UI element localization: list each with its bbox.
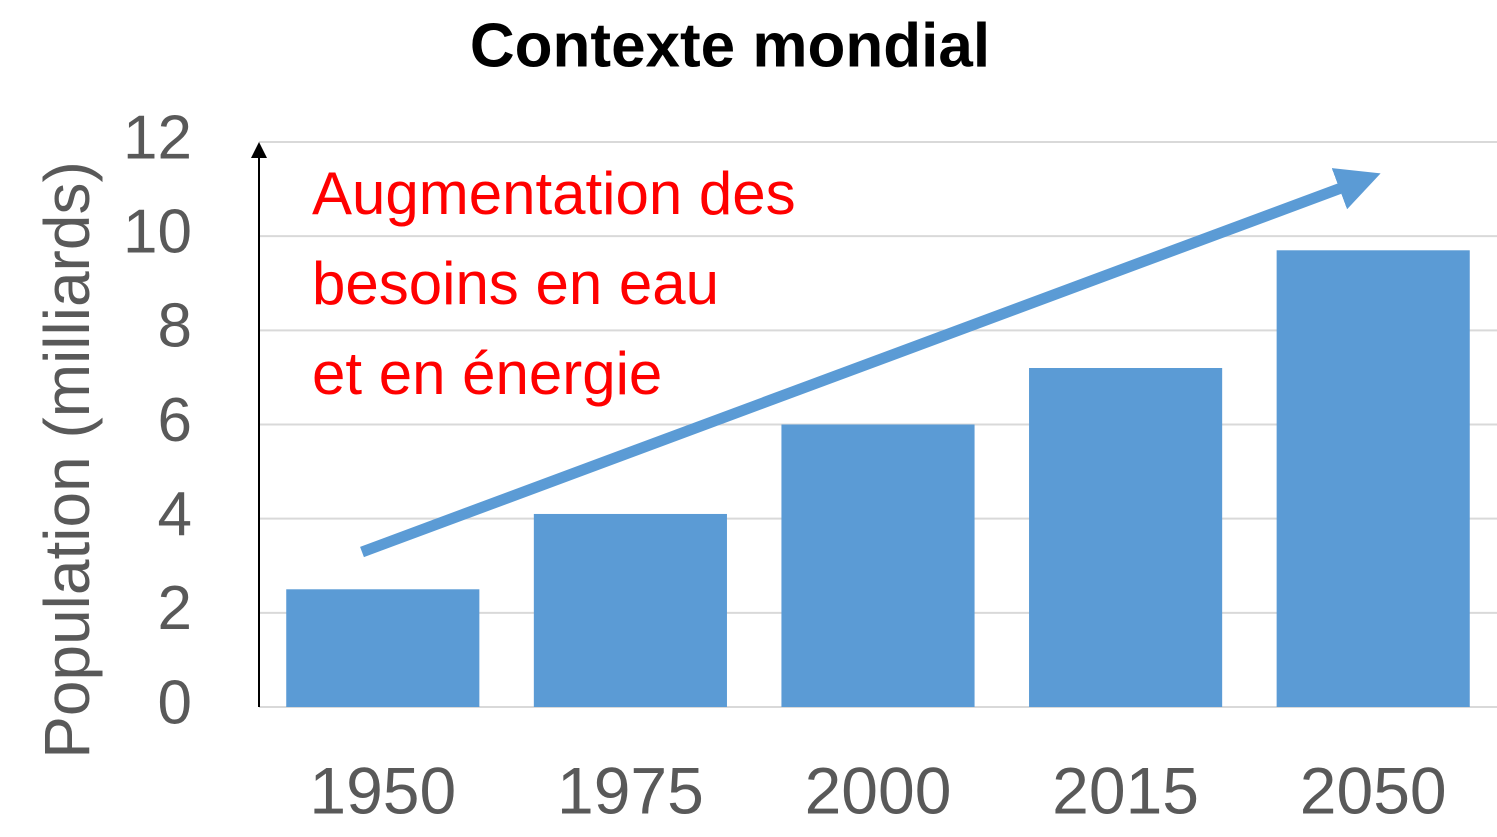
y-tick-label: 2 bbox=[158, 574, 192, 643]
annotation: Augmentation des bbox=[312, 160, 796, 227]
x-tick-label: 2000 bbox=[805, 753, 952, 827]
bar bbox=[1276, 250, 1470, 707]
x-tick-label: 1975 bbox=[557, 753, 704, 827]
bar bbox=[286, 589, 480, 707]
y-axis-arrow bbox=[251, 142, 267, 158]
y-tick-label: 12 bbox=[123, 103, 192, 172]
trend-arrow bbox=[360, 168, 1381, 558]
bar bbox=[1029, 368, 1223, 707]
bar bbox=[533, 513, 727, 707]
bar bbox=[781, 424, 975, 707]
annotation: besoins en eau bbox=[312, 250, 719, 317]
y-tick-label: 4 bbox=[158, 480, 192, 549]
x-tick-label: 2015 bbox=[1052, 753, 1199, 827]
x-tick-label: 2050 bbox=[1300, 753, 1447, 827]
bars bbox=[286, 250, 1470, 707]
x-tick-label: 1950 bbox=[309, 753, 456, 827]
y-tick-label: 0 bbox=[158, 668, 192, 737]
y-axis-label: Population (milliards) bbox=[31, 161, 103, 759]
chart-title: Contexte mondial bbox=[470, 11, 990, 80]
y-tick-label: 10 bbox=[123, 198, 192, 267]
y-tick-label: 8 bbox=[158, 292, 192, 361]
y-tick-label: 6 bbox=[158, 386, 192, 455]
annotation: et en énergie bbox=[312, 340, 662, 407]
